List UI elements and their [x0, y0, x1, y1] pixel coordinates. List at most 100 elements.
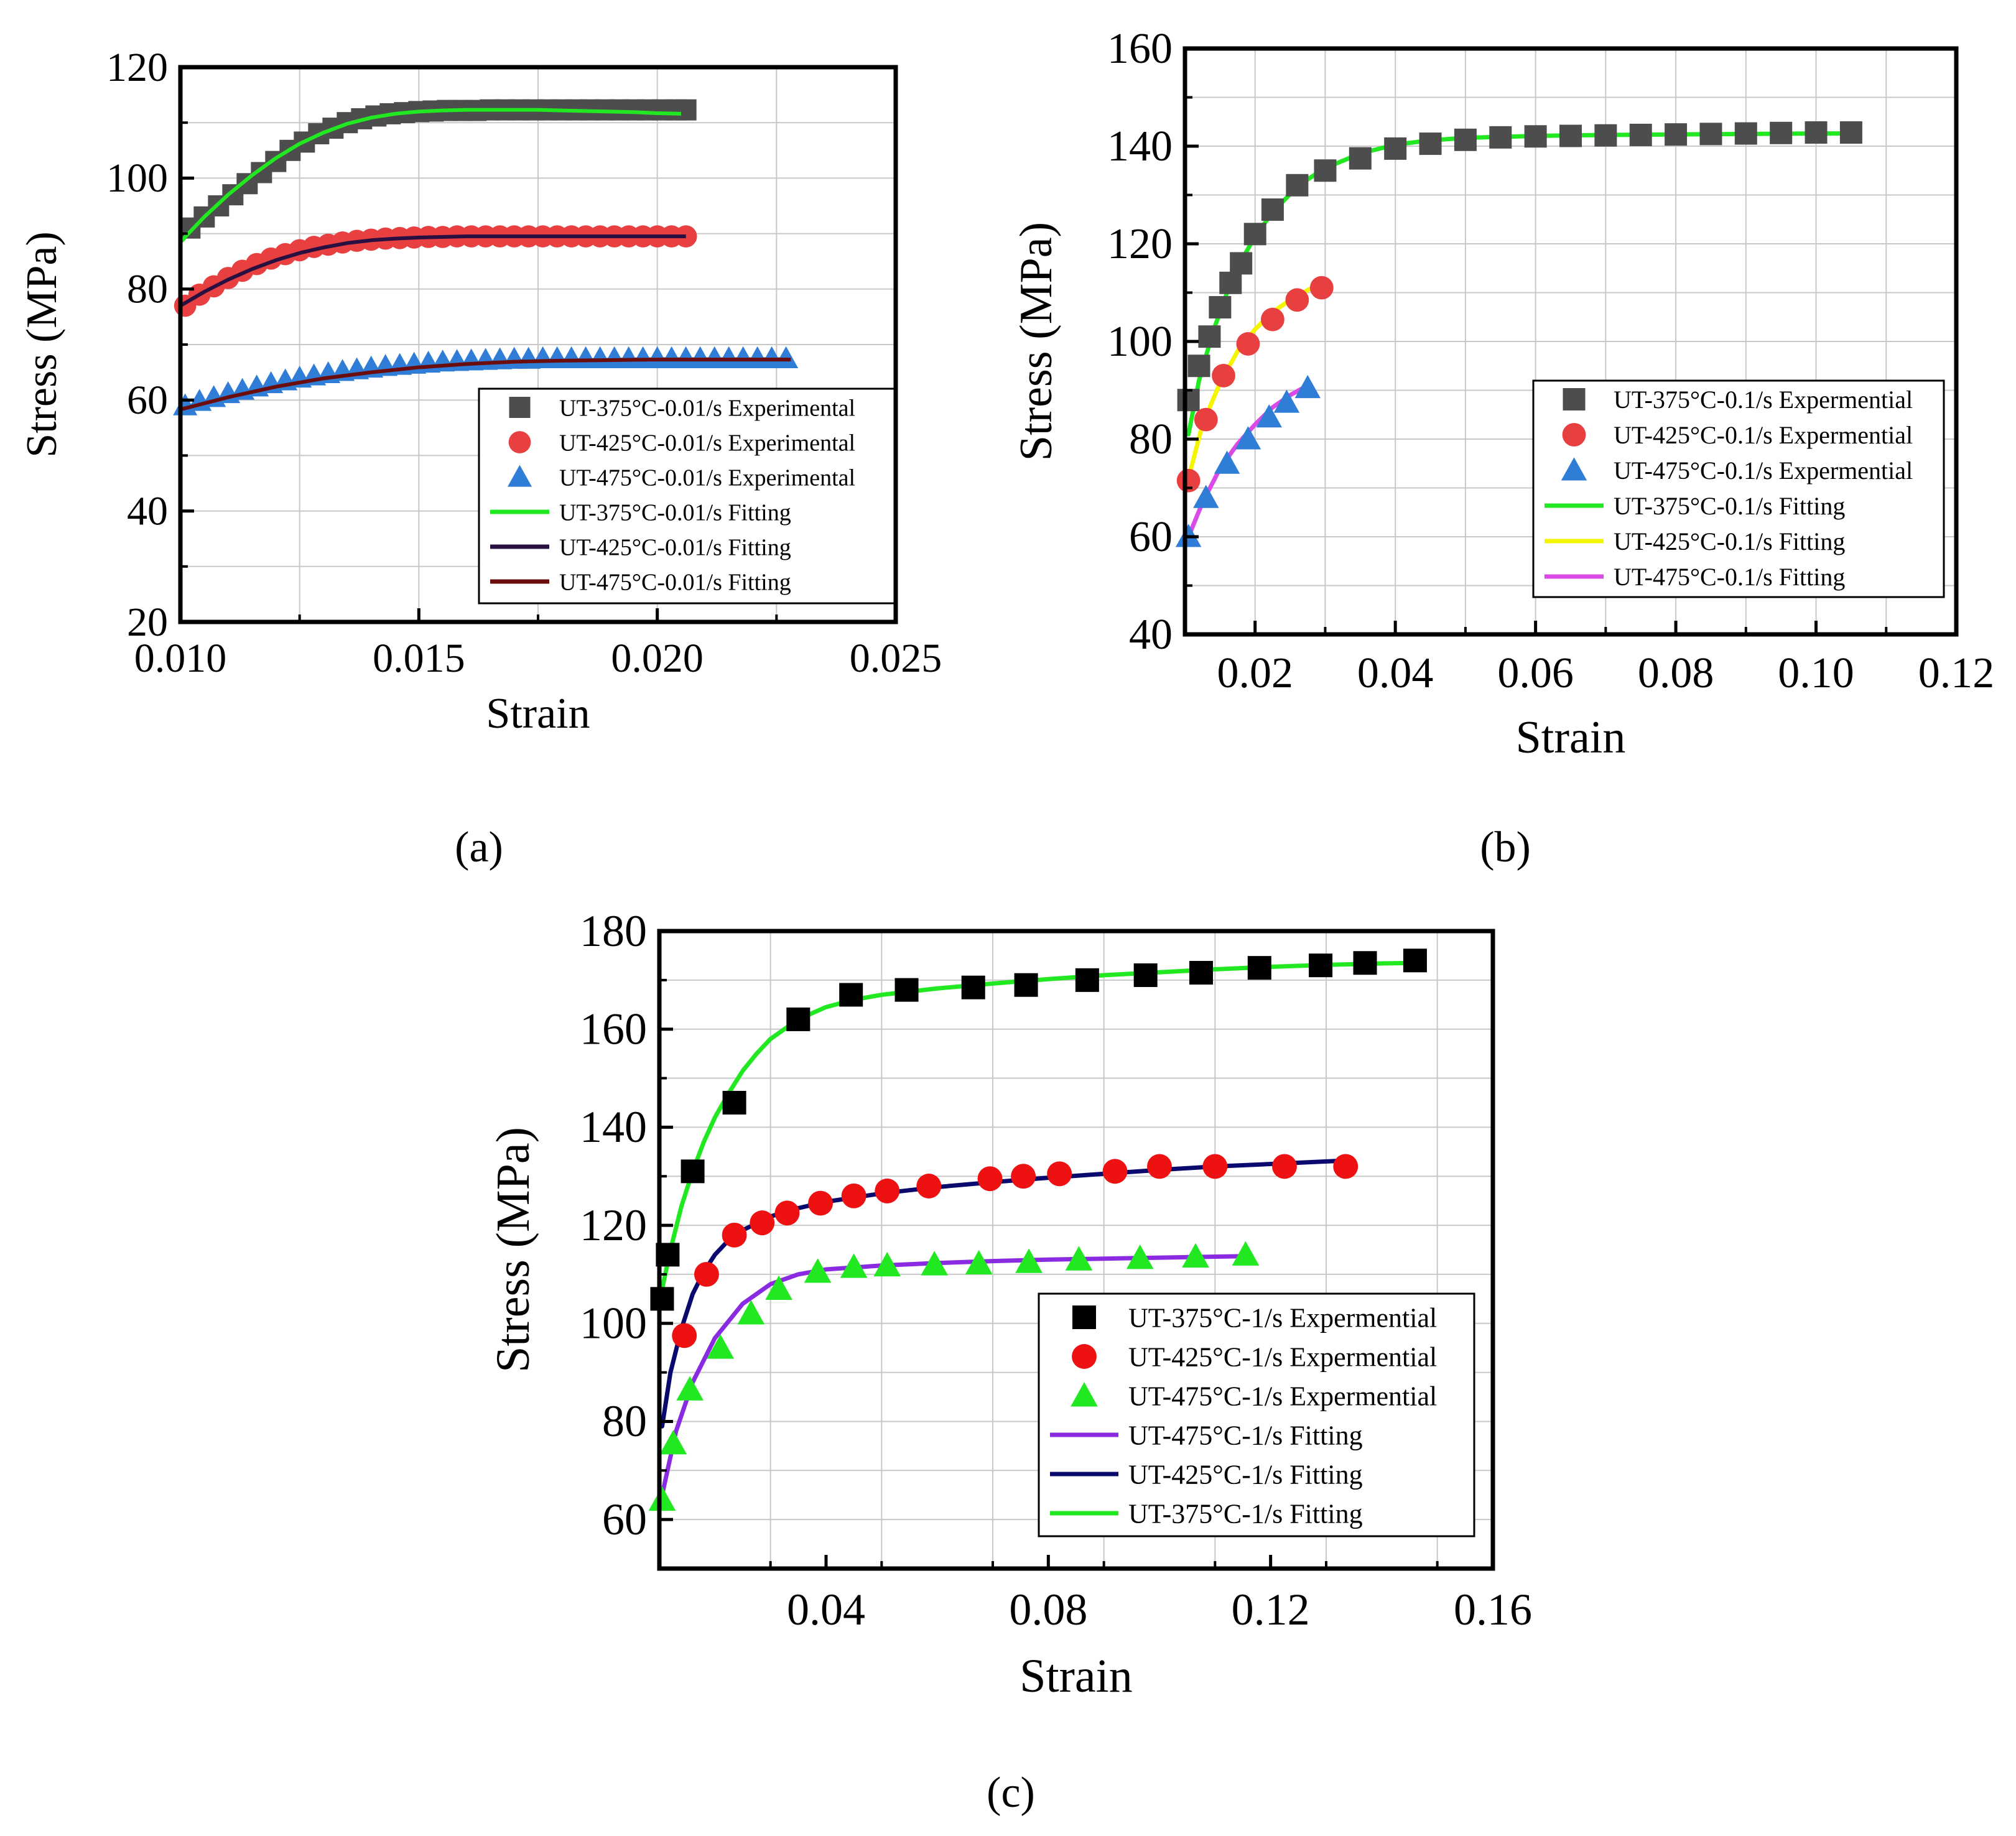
data-point-2	[1232, 1241, 1260, 1266]
data-point-0	[1734, 122, 1757, 145]
data-point-1	[1212, 364, 1235, 387]
legend-entry-label: UT-425°C-0.1/s Fitting	[1614, 527, 1845, 555]
data-point-0	[1133, 963, 1158, 987]
x-axis-label: Strain	[1020, 1650, 1133, 1702]
legend-entry-label: UT-375°C-0.1/s Fitting	[1614, 492, 1845, 520]
legend-entry-label: UT-475°C-0.1/s Fitting	[1614, 563, 1845, 591]
y-tick-label: 60	[127, 378, 168, 423]
data-point-0	[675, 99, 697, 121]
data-point-2	[1126, 1245, 1154, 1269]
data-point-1	[841, 1183, 866, 1208]
chart-panel-a: 0.010 0.015 0.020 0.025 20 40 60 80 100 120 Strain…	[18, 45, 942, 738]
data-point-0	[722, 1090, 746, 1115]
data-point-0	[961, 975, 985, 999]
data-point-2	[648, 1486, 676, 1511]
ticks: 0.010 0.015 0.020 0.025 20 40 60 80 100 120	[106, 45, 942, 681]
y-tick-label: 100	[106, 155, 168, 201]
x-tick-label: 0.010	[134, 636, 227, 681]
legend-entry-label: UT-475°C-1/s Expermential	[1128, 1381, 1437, 1411]
data-point-1	[977, 1166, 1003, 1192]
y-axis-label: Stress (MPa)	[487, 1127, 539, 1373]
data-point-0	[1349, 147, 1372, 170]
data-point-1	[1011, 1164, 1036, 1189]
axes-frame	[657, 929, 1495, 1571]
y-tick-label: 40	[127, 488, 168, 534]
data-point-0	[1187, 355, 1210, 378]
y-tick-label: 160	[580, 1004, 647, 1054]
data-point-0	[1770, 121, 1793, 144]
legend-entry-label: UT-375°C-1/s Fitting	[1128, 1498, 1363, 1529]
legend-entry-label: UT-475°C-0.01/s Experimental	[559, 465, 855, 491]
y-tick-label: 20	[127, 600, 168, 645]
legend-entry-label: UT-425°C-1/s Expermential	[1128, 1342, 1437, 1372]
data-point-1	[1102, 1159, 1128, 1184]
series-line-overlay-4	[179, 234, 686, 308]
data-point-0	[1384, 137, 1407, 160]
y-tick-label: 60	[602, 1495, 647, 1544]
legend-entry-label: UT-375°C-1/s Expermential	[1128, 1302, 1437, 1333]
panel-label-a: (a)	[455, 823, 503, 871]
data-point-0	[681, 1159, 705, 1184]
y-tick-label: 120	[580, 1200, 647, 1250]
legend-marker-swatch	[1071, 1382, 1098, 1407]
data-point-2	[1235, 426, 1261, 450]
data-point-2	[676, 1376, 704, 1401]
data-point-1	[1147, 1154, 1172, 1179]
x-tick-label: 0.02	[1217, 649, 1293, 697]
legend-entry-label: UT-425°C-0.1/s Expermential	[1614, 421, 1913, 449]
data-point-2	[840, 1253, 868, 1278]
x-tick-label: 0.06	[1497, 649, 1574, 697]
data-point-0	[1629, 123, 1652, 146]
data-point-0	[1454, 128, 1477, 151]
y-tick-label: 100	[1107, 318, 1173, 366]
x-tick-label: 0.015	[373, 636, 465, 681]
ticks: 0.02 0.04 0.06 0.08 0.10 0.12 40 60 80 100 120 140 1…	[1107, 25, 1994, 697]
x-axis-label: Strain	[486, 690, 590, 738]
x-tick-label: 0.12	[1918, 649, 1995, 697]
y-tick-label: 80	[602, 1396, 647, 1446]
plot-area	[173, 99, 799, 415]
data-point-0	[1419, 132, 1442, 155]
y-tick-label: 80	[127, 267, 168, 312]
data-point-1	[750, 1210, 775, 1236]
legend-marker-swatch	[1072, 1305, 1096, 1329]
x-tick-label: 0.12	[1232, 1585, 1310, 1634]
series-line-overlay-3	[179, 108, 682, 244]
y-tick-label: 80	[1129, 415, 1173, 463]
legend-marker-swatch	[508, 431, 531, 453]
data-point-2	[873, 1251, 901, 1277]
data-point-0	[1243, 223, 1266, 246]
data-point-1	[1285, 288, 1309, 312]
data-point-0	[1189, 961, 1213, 985]
data-point-0	[1805, 121, 1828, 144]
data-point-1	[875, 1178, 900, 1203]
data-point-2	[1294, 374, 1321, 399]
data-point-0	[1209, 296, 1232, 319]
plot-area	[648, 948, 1427, 1511]
data-point-0	[1489, 126, 1512, 149]
data-point-1	[1261, 307, 1284, 332]
y-tick-label: 40	[1129, 611, 1173, 659]
data-point-0	[1524, 125, 1547, 148]
data-point-2	[737, 1300, 765, 1325]
legend: UT-375°C-0.1/s Expermential UT-425°C-0.1/…	[1532, 379, 1945, 598]
data-point-1	[1236, 332, 1260, 356]
data-point-2	[1214, 450, 1240, 474]
legend-entry-label: UT-475°C-0.1/s Expermential	[1614, 457, 1913, 484]
legend-entry-label: UT-425°C-1/s Fitting	[1128, 1459, 1363, 1490]
y-axis-label: Stress (MPa)	[18, 231, 66, 458]
data-point-0	[1594, 124, 1617, 147]
series-line-overlay-5	[180, 358, 791, 412]
data-point-0	[1014, 973, 1038, 997]
legend-entry-label: UT-375°C-0.01/s Experimental	[559, 395, 855, 421]
panel-label-c: (c)	[987, 1769, 1035, 1817]
x-tick-label: 0.04	[787, 1585, 865, 1634]
data-point-2	[1256, 404, 1282, 428]
data-point-2	[707, 1334, 735, 1359]
legend: UT-375°C-1/s Expermential UT-425°C-1/s Ex…	[1038, 1292, 1475, 1537]
data-point-0	[1286, 174, 1309, 197]
data-point-0	[894, 978, 919, 1002]
legend-marker-swatch	[1072, 1344, 1097, 1369]
legend-entry-label: UT-425°C-0.01/s Fitting	[559, 534, 791, 560]
